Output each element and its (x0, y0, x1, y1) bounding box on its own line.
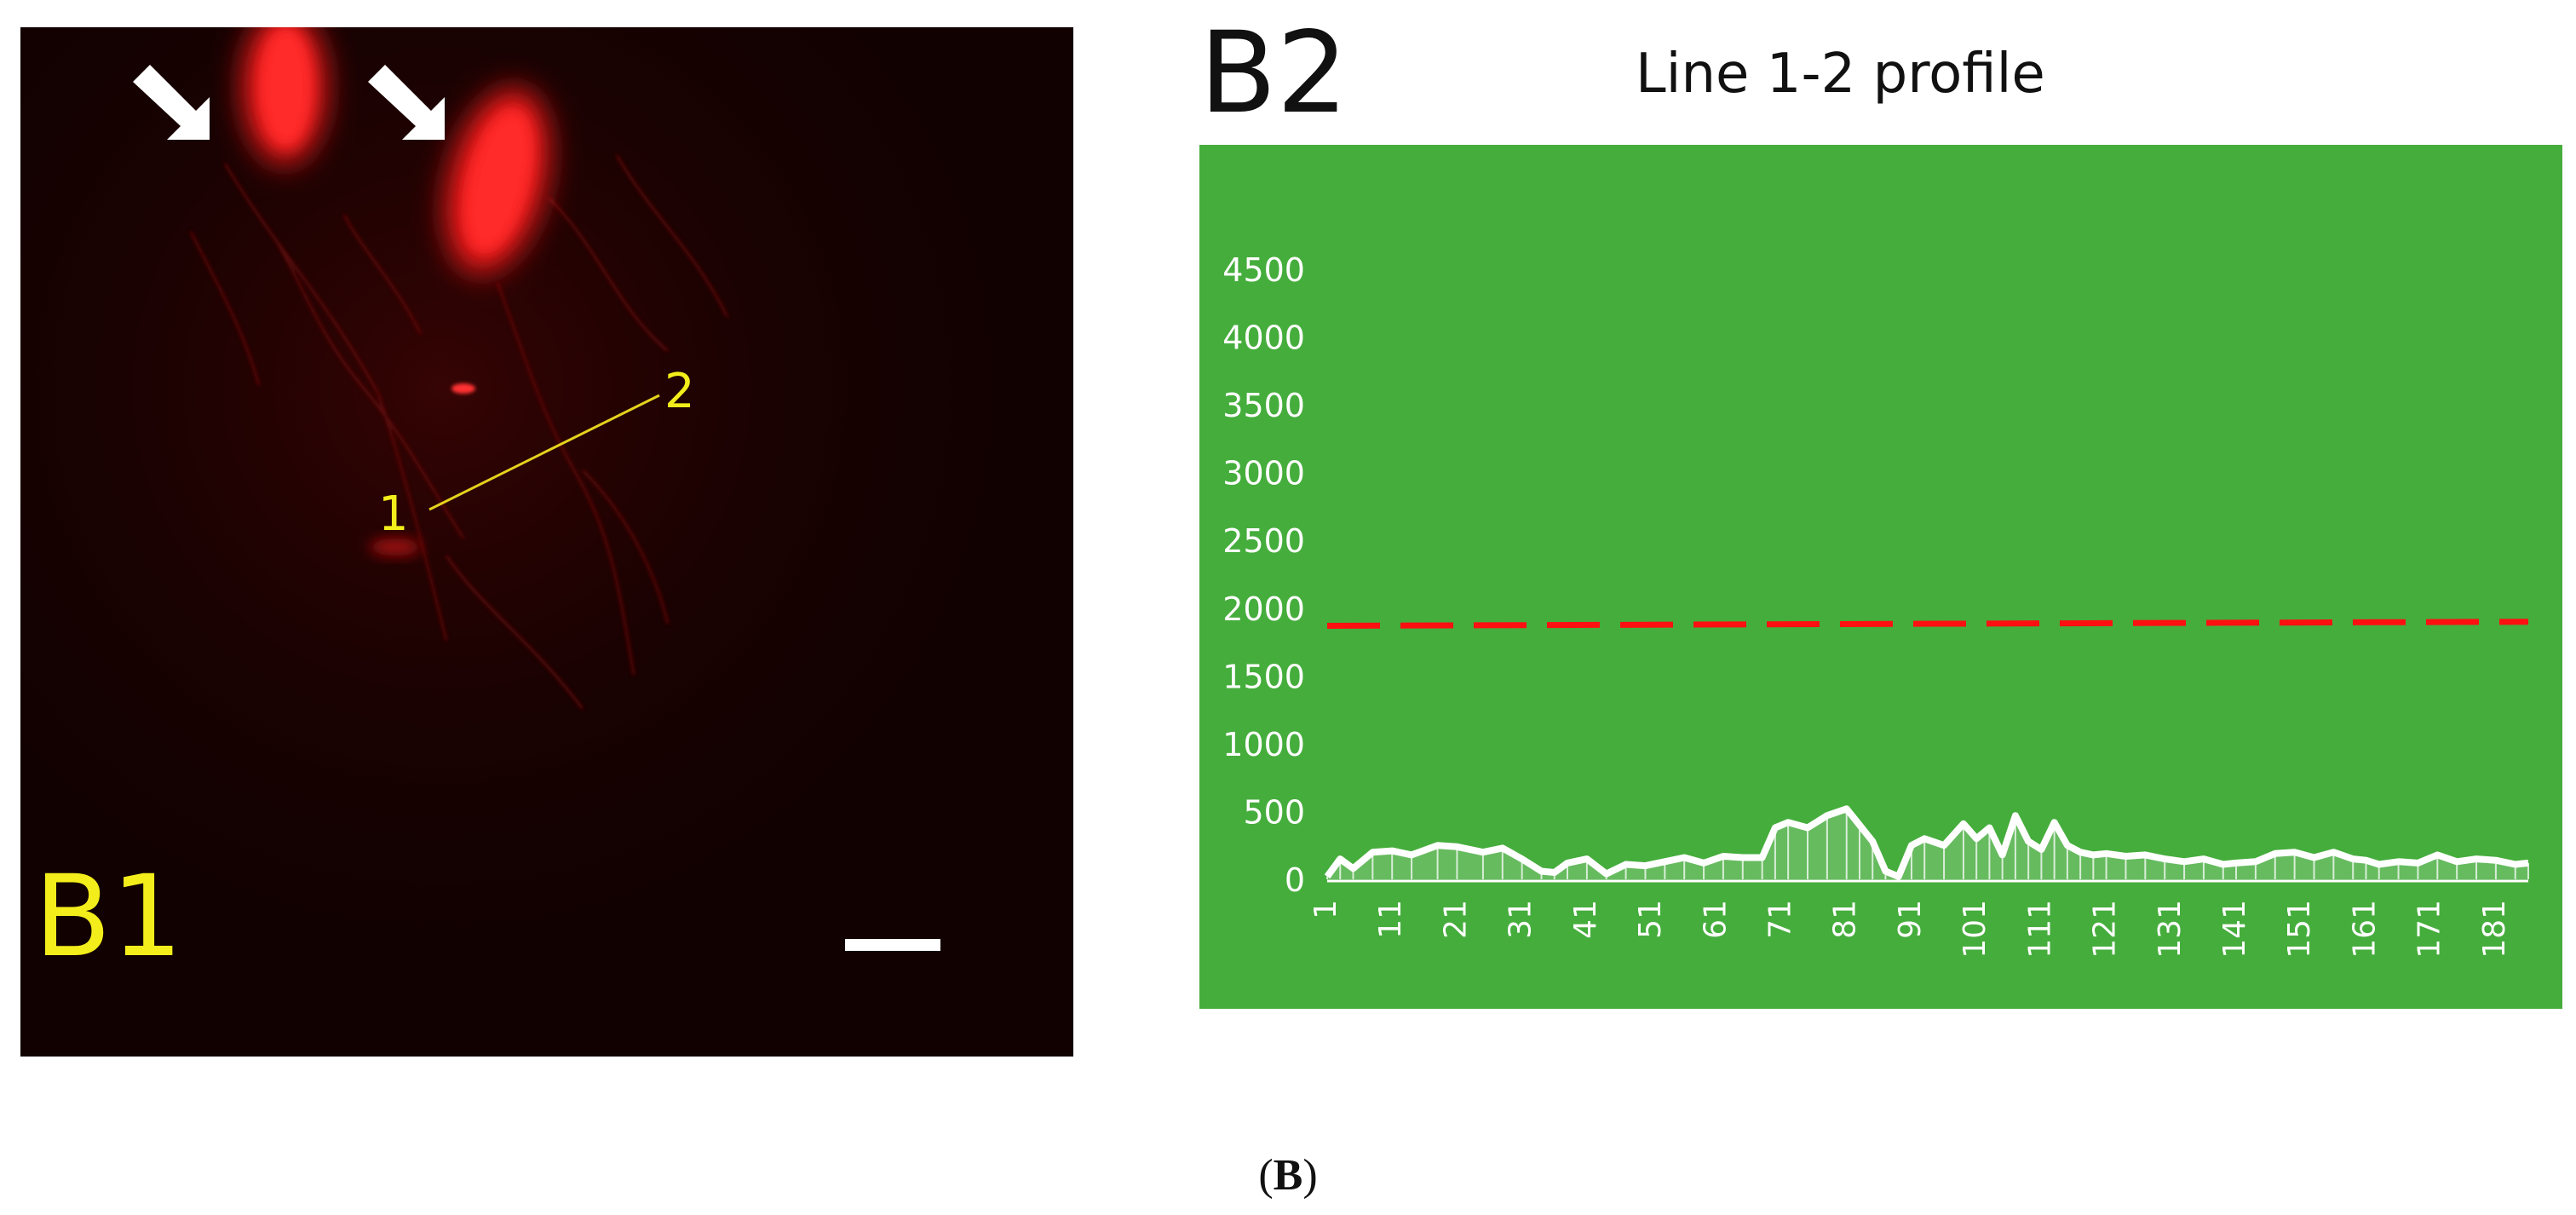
x-tick-label: 111 (2022, 900, 2057, 959)
x-tick-label: 141 (2217, 900, 2252, 959)
y-tick-label: 2000 (1222, 590, 1305, 628)
micrograph-panel-b1: 1 2 (20, 27, 1073, 1057)
y-tick-label: 2500 (1222, 522, 1305, 560)
x-tick-label: 181 (2477, 900, 2512, 959)
y-tick-label: 3500 (1222, 387, 1305, 424)
panel-label-b1: B1 (34, 851, 183, 982)
profile-line-end-label: 2 (664, 364, 695, 419)
intensity-profile-line (1324, 805, 2529, 880)
x-tick-label: 51 (1633, 900, 1668, 939)
x-tick-label: 161 (2347, 900, 2382, 959)
chart-title: Line 1-2 profile (1636, 43, 2045, 106)
fluorescence-image: 1 2 (20, 27, 1073, 1057)
profile-line (428, 394, 660, 511)
x-tick-label: 21 (1438, 900, 1473, 939)
threshold-dashed-line (1326, 619, 2529, 629)
y-tick-label: 3000 (1222, 455, 1305, 492)
x-tick-label: 151 (2282, 900, 2317, 959)
y-tick-label: 4500 (1222, 251, 1305, 289)
x-tick-label: 171 (2412, 900, 2447, 959)
series-layer (1324, 619, 2529, 880)
y-tick-label: 500 (1243, 793, 1305, 831)
y-tick-label: 4000 (1222, 320, 1305, 357)
x-tick-label: 101 (1958, 900, 1992, 959)
profile-line-start-label: 1 (378, 487, 409, 542)
caption-close-paren: ) (1302, 1151, 1318, 1200)
electrode-tracks (244, 27, 549, 556)
x-tick-label: 81 (1828, 900, 1863, 939)
x-tick-label: 1 (1308, 900, 1343, 919)
x-tick-label: 61 (1698, 900, 1733, 939)
caption-open-paren: ( (1258, 1151, 1274, 1200)
y-tick-label: 0 (1285, 861, 1305, 899)
profile-fill-lines (1326, 809, 2529, 879)
caption-letter: B (1273, 1151, 1303, 1200)
arrow-icon (133, 65, 445, 140)
y-axis-ticks: 0 500 1000 1500 2000 2500 3000 3500 4000 4500 (1222, 251, 1305, 899)
x-axis-ticks: 1 11 21 31 41 51 61 71 81 91 101 111 121 131 141 151 161… (1308, 879, 2528, 959)
x-tick-label: 11 (1373, 900, 1408, 939)
x-tick-label: 91 (1893, 900, 1928, 939)
x-tick-label: 71 (1763, 900, 1798, 939)
profile-area (1327, 809, 2528, 879)
y-tick-label: 1500 (1222, 658, 1305, 695)
panel-label-b2: B2 (1199, 8, 1348, 139)
y-tick-label: 1000 (1222, 726, 1305, 763)
x-tick-label: 121 (2088, 900, 2123, 959)
x-tick-label: 131 (2153, 900, 2188, 959)
fiber-network (189, 154, 729, 710)
x-tick-label: 41 (1568, 900, 1603, 939)
profile-chart: 0 500 1000 1500 2000 2500 3000 3500 4000 4500 1 11… (1199, 145, 2562, 1009)
x-tick-label: 31 (1504, 900, 1538, 939)
figure-caption: (B) (0, 1150, 2576, 1201)
scale-bar (845, 939, 940, 951)
